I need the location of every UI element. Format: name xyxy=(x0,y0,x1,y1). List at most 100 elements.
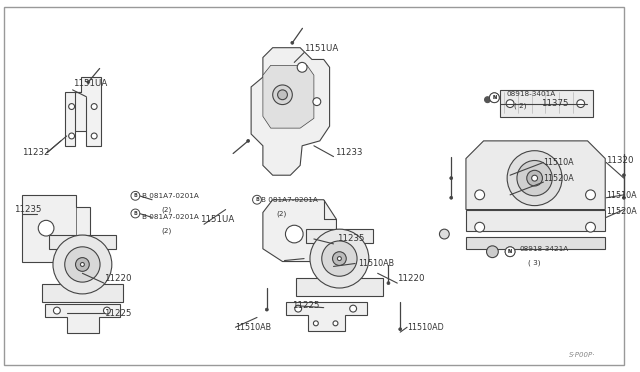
Circle shape xyxy=(310,229,369,288)
Circle shape xyxy=(505,247,515,257)
Circle shape xyxy=(506,100,514,108)
Text: 11233: 11233 xyxy=(335,148,363,157)
Circle shape xyxy=(387,282,390,285)
Circle shape xyxy=(475,190,484,200)
Text: 11235: 11235 xyxy=(337,234,365,243)
Circle shape xyxy=(92,133,97,139)
Text: 08918-3421A: 08918-3421A xyxy=(520,246,569,252)
Circle shape xyxy=(507,151,562,206)
Text: 11225: 11225 xyxy=(292,301,320,310)
Polygon shape xyxy=(263,200,337,262)
Circle shape xyxy=(313,98,321,106)
Circle shape xyxy=(490,93,499,103)
Circle shape xyxy=(68,104,74,109)
Polygon shape xyxy=(45,304,120,333)
Text: 11520A: 11520A xyxy=(606,207,637,216)
Circle shape xyxy=(586,222,595,232)
Circle shape xyxy=(54,307,60,314)
Text: 08918-3401A: 08918-3401A xyxy=(506,91,556,97)
Text: B 081A7-0201A: B 081A7-0201A xyxy=(142,193,199,199)
Circle shape xyxy=(76,257,89,271)
Circle shape xyxy=(333,252,346,266)
Text: 11225: 11225 xyxy=(104,309,131,318)
Bar xyxy=(49,235,116,249)
Circle shape xyxy=(38,220,54,236)
Text: 11510AB: 11510AB xyxy=(236,323,271,332)
Text: B: B xyxy=(134,211,137,216)
Circle shape xyxy=(68,133,74,139)
Circle shape xyxy=(440,229,449,239)
Bar xyxy=(296,278,383,296)
Circle shape xyxy=(87,81,90,83)
Polygon shape xyxy=(251,48,330,175)
Circle shape xyxy=(322,241,357,276)
Bar xyxy=(42,284,123,302)
Circle shape xyxy=(92,104,97,109)
Circle shape xyxy=(131,192,140,200)
Circle shape xyxy=(532,175,538,181)
Circle shape xyxy=(104,307,110,314)
Circle shape xyxy=(333,321,338,326)
Circle shape xyxy=(475,222,484,232)
Text: (2): (2) xyxy=(162,228,172,234)
Circle shape xyxy=(486,246,499,257)
Text: 11510AD: 11510AD xyxy=(407,323,444,332)
Circle shape xyxy=(273,85,292,105)
Circle shape xyxy=(490,93,499,103)
Text: N: N xyxy=(492,95,497,100)
Circle shape xyxy=(297,62,307,72)
Text: 1151UA: 1151UA xyxy=(72,80,107,89)
Circle shape xyxy=(64,266,68,270)
Text: 11220: 11220 xyxy=(397,274,425,283)
Text: 11235: 11235 xyxy=(13,205,41,214)
Circle shape xyxy=(53,235,112,294)
Text: N: N xyxy=(508,249,512,254)
Circle shape xyxy=(278,90,287,100)
Text: B: B xyxy=(134,193,137,198)
Text: 11375: 11375 xyxy=(541,99,569,108)
Polygon shape xyxy=(65,77,101,146)
Text: 11320: 11320 xyxy=(606,156,634,165)
Circle shape xyxy=(295,305,301,312)
Circle shape xyxy=(131,209,140,218)
Bar xyxy=(466,237,605,249)
Polygon shape xyxy=(466,141,605,209)
Circle shape xyxy=(291,41,294,44)
Bar xyxy=(466,209,605,231)
Circle shape xyxy=(79,269,83,273)
Circle shape xyxy=(349,305,356,312)
Text: 1151UA: 1151UA xyxy=(304,44,339,53)
Text: S·P00P·: S·P00P· xyxy=(569,352,595,358)
Circle shape xyxy=(577,100,584,108)
Text: (2): (2) xyxy=(276,210,287,217)
Circle shape xyxy=(586,190,595,200)
Text: 11220: 11220 xyxy=(104,274,131,283)
Polygon shape xyxy=(287,302,367,331)
Polygon shape xyxy=(22,195,90,262)
Text: ( 3): ( 3) xyxy=(528,259,540,266)
Text: N: N xyxy=(492,95,497,100)
Text: B: B xyxy=(255,197,259,202)
Text: N: N xyxy=(508,249,512,254)
Text: 11232: 11232 xyxy=(22,148,49,157)
Text: 11520A: 11520A xyxy=(543,174,574,183)
Text: B 081A7-0201A: B 081A7-0201A xyxy=(261,197,318,203)
Text: B 081A7-0201A: B 081A7-0201A xyxy=(142,214,199,220)
Text: ( 2): ( 2) xyxy=(514,102,527,109)
Circle shape xyxy=(527,170,543,186)
Circle shape xyxy=(450,177,452,180)
Circle shape xyxy=(399,328,402,331)
Circle shape xyxy=(450,196,452,199)
Text: 11510A: 11510A xyxy=(606,191,637,200)
Circle shape xyxy=(484,97,490,103)
Bar xyxy=(500,90,593,117)
Circle shape xyxy=(246,140,250,142)
Bar xyxy=(306,229,372,243)
Circle shape xyxy=(622,174,625,177)
Circle shape xyxy=(505,247,515,257)
Text: 11510A: 11510A xyxy=(543,158,574,167)
Circle shape xyxy=(622,196,625,199)
Circle shape xyxy=(337,257,341,260)
Text: (2): (2) xyxy=(162,206,172,213)
Circle shape xyxy=(81,263,84,266)
